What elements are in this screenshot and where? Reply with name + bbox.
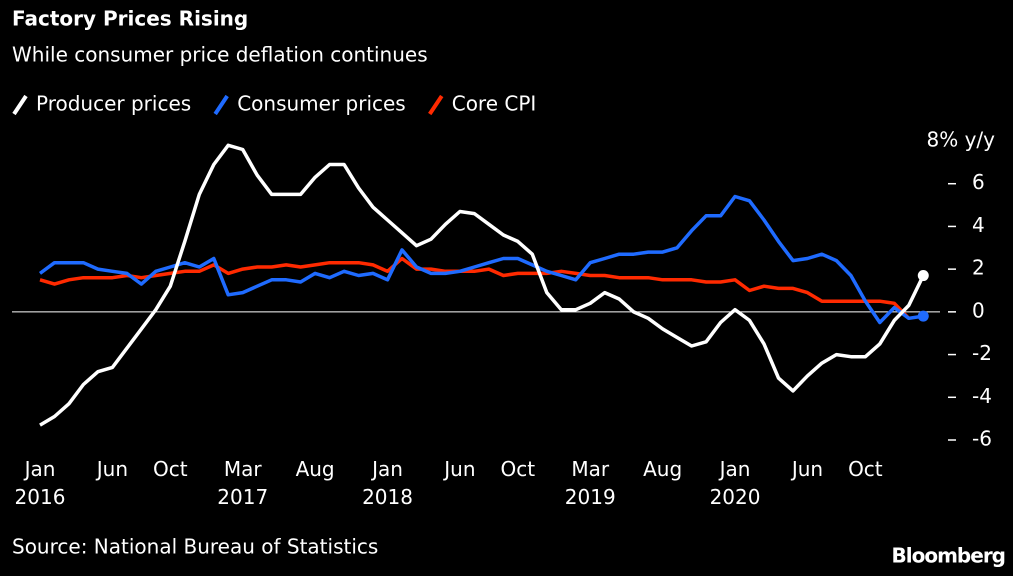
x-tick-label: Oct [501,457,536,481]
x-tick-label: Jan 2016 [15,457,66,509]
chart-title: Factory Prices Rising [12,7,248,31]
y-tick-label: 6 [972,170,985,194]
x-tick-label: Mar 2017 [217,457,268,509]
x-tick-label: Oct [848,457,883,481]
y-tick-label: -6 [972,427,992,451]
legend-marker [12,94,28,116]
series-line [39,143,925,427]
source: Source: National Bureau of Statistics [12,535,378,559]
x-tick-label: Jan 2018 [362,457,413,509]
y-tick-label: -4 [972,384,992,408]
legend-label: Core CPI [452,92,537,116]
end-dot [917,310,929,322]
brand: Bloomberg [892,544,1005,568]
y-tick-label: 0 [972,298,985,322]
y-tick-label: 8% y/y [927,128,996,152]
legend-marker [213,94,229,116]
legend-label: Consumer prices [237,92,406,116]
legend-marker [428,94,444,116]
y-tick-label: -2 [972,341,992,365]
x-tick-label: Jun [95,457,128,481]
series-line [39,256,911,320]
x-tick-label: Oct [153,457,188,481]
x-tick-label: Jan 2020 [710,457,761,509]
y-tick-label: 4 [972,213,985,237]
series-line [38,194,924,325]
x-tick-label: Aug [643,457,682,481]
x-tick-label: Jun [442,457,475,481]
end-dot [917,270,929,282]
legend-label: Producer prices [36,92,191,116]
chart-subtitle: While consumer price deflation continues [12,43,428,67]
y-tick-label: 2 [972,256,985,280]
x-tick-label: Mar 2019 [565,457,616,509]
x-tick-label: Jun [790,457,823,481]
x-tick-label: Aug [296,457,335,481]
